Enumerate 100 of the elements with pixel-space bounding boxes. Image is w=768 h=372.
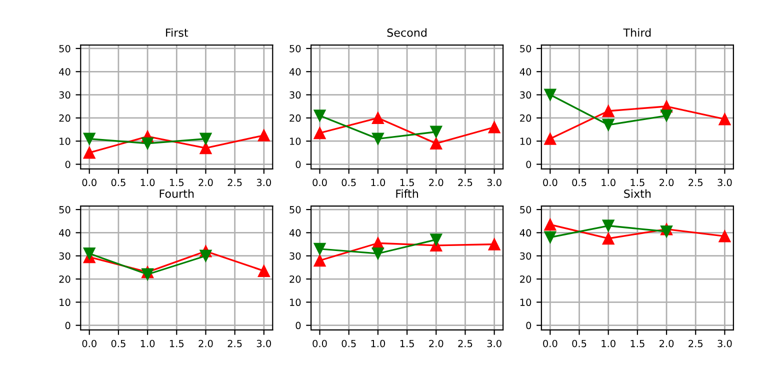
y-tick-label: 30 <box>59 91 70 99</box>
x-tick-label: 2.5 <box>688 178 703 186</box>
point <box>602 220 614 232</box>
point <box>372 247 384 260</box>
point <box>200 132 212 145</box>
y-tick-label: 10 <box>290 138 301 145</box>
x-tick-label: 3.0 <box>487 178 502 186</box>
y-tick-label: 40 <box>520 229 532 237</box>
point <box>544 231 556 244</box>
y-tick-label: 0 <box>526 160 532 168</box>
point <box>141 137 154 150</box>
x-tick-label: 1.0 <box>602 178 616 186</box>
y-tick-label: 50 <box>290 44 301 52</box>
x-tick-label: 1.0 <box>602 340 616 348</box>
x-tick-label: 1.0 <box>140 178 155 186</box>
y-tick-label: 50 <box>520 44 532 52</box>
x-tick-label: 0.5 <box>111 178 126 186</box>
point <box>200 142 212 154</box>
y-tick-label: 10 <box>60 138 70 145</box>
x-tick-label: 0.0 <box>82 340 96 348</box>
x-tick-label: 2.0 <box>660 178 674 186</box>
y-tick-label: 30 <box>290 252 301 260</box>
y-tick-label: 40 <box>59 68 70 76</box>
point <box>544 218 556 231</box>
y-tick-label: 20 <box>290 114 301 122</box>
y-tick-label: 40 <box>59 229 70 237</box>
chart-title: Sixth <box>624 189 651 198</box>
y-tick-label: 30 <box>520 252 532 260</box>
point <box>83 132 96 145</box>
chart-title: Third <box>623 28 651 37</box>
y-tick-label: 10 <box>520 138 532 145</box>
y-tick-label: 0 <box>296 322 301 330</box>
y-tick-label: 50 <box>59 206 70 214</box>
x-tick-label: 2.0 <box>198 340 213 348</box>
y-tick-label: 0 <box>65 322 70 330</box>
y-tick-label: 40 <box>520 68 532 76</box>
point <box>141 268 154 280</box>
x-tick-label: 2.0 <box>660 340 674 348</box>
y-tick-label: 20 <box>520 275 532 283</box>
y-tick-label: 0 <box>526 322 532 330</box>
point <box>83 247 96 260</box>
y-tick-label: 0 <box>65 160 70 168</box>
x-tick-label: 2.5 <box>228 178 242 186</box>
x-tick-label: 1.5 <box>400 340 414 348</box>
x-tick-label: 3.0 <box>256 340 271 348</box>
point <box>544 132 556 145</box>
x-tick-label: 2.5 <box>458 178 472 186</box>
point <box>372 132 384 145</box>
point <box>430 137 442 150</box>
y-tick-label: 50 <box>520 206 532 214</box>
y-tick-label: 50 <box>59 44 70 52</box>
point <box>602 104 614 118</box>
y-tick-label: 20 <box>520 114 532 122</box>
x-tick-label: 0.0 <box>543 178 558 186</box>
x-tick-label: 3.0 <box>718 340 732 348</box>
point <box>488 121 500 134</box>
x-tick-label: 1.5 <box>170 178 184 186</box>
x-tick-label: 2.5 <box>458 340 472 348</box>
x-tick-label: 0.0 <box>82 178 96 186</box>
x-tick-label: 1.0 <box>371 340 386 348</box>
y-tick-label: 0 <box>296 160 301 168</box>
point <box>258 264 270 277</box>
point <box>430 234 442 246</box>
x-tick-label: 1.5 <box>630 340 644 348</box>
y-tick-label: 10 <box>60 298 70 306</box>
chart-title: First <box>166 28 188 37</box>
y-tick-label: 20 <box>59 275 70 283</box>
x-tick-label: 3.0 <box>718 178 732 186</box>
x-tick-label: 0.5 <box>111 340 126 348</box>
y-tick-label: 30 <box>290 91 301 99</box>
point <box>660 110 673 122</box>
x-tick-label: 0.5 <box>572 178 586 186</box>
chart-title: Fifth <box>396 189 418 198</box>
y-tick-label: 20 <box>290 275 301 283</box>
x-tick-label: 2.0 <box>429 178 444 186</box>
x-tick-label: 1.5 <box>170 340 184 348</box>
x-tick-label: 1.5 <box>400 178 414 186</box>
point <box>544 88 556 101</box>
point <box>314 110 326 122</box>
x-tick-label: 3.0 <box>487 340 502 348</box>
point <box>718 113 731 126</box>
point <box>314 254 326 267</box>
x-tick-label: 1.5 <box>630 178 644 186</box>
point <box>660 225 673 238</box>
y-tick-label: 40 <box>289 229 301 237</box>
x-tick-label: 0.5 <box>342 340 356 348</box>
chart-title: Fourth <box>160 189 194 198</box>
x-tick-label: 3.0 <box>256 178 271 186</box>
point <box>372 112 384 124</box>
y-tick-label: 10 <box>520 298 532 306</box>
y-tick-label: 30 <box>520 91 532 99</box>
x-tick-label: 0.5 <box>342 178 356 186</box>
x-tick-label: 0.0 <box>312 178 327 186</box>
point <box>200 250 212 262</box>
point <box>718 230 731 242</box>
x-tick-label: 2.5 <box>228 340 242 348</box>
y-tick-label: 10 <box>290 298 301 306</box>
x-tick-label: 2.0 <box>429 340 444 348</box>
x-tick-label: 1.0 <box>140 340 155 348</box>
y-tick-label: 50 <box>290 206 301 214</box>
